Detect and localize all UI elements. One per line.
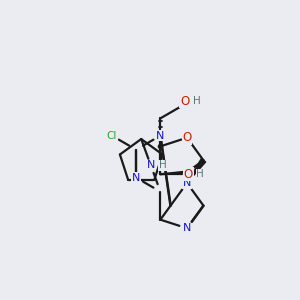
Text: N: N bbox=[132, 173, 140, 183]
Text: N: N bbox=[183, 223, 191, 233]
Text: O: O bbox=[182, 131, 192, 144]
Text: H: H bbox=[196, 169, 204, 179]
Text: O: O bbox=[184, 168, 193, 181]
Text: H: H bbox=[159, 160, 167, 170]
Text: H: H bbox=[193, 96, 200, 106]
Text: N: N bbox=[147, 160, 155, 170]
Polygon shape bbox=[187, 159, 206, 183]
Text: N: N bbox=[156, 131, 165, 141]
Text: O: O bbox=[180, 95, 189, 108]
Text: Cl: Cl bbox=[107, 131, 117, 141]
Text: N: N bbox=[183, 178, 191, 188]
